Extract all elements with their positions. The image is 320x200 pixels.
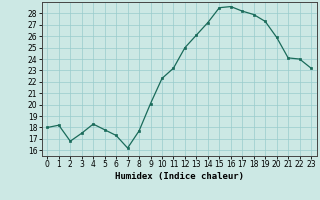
X-axis label: Humidex (Indice chaleur): Humidex (Indice chaleur)	[115, 172, 244, 181]
